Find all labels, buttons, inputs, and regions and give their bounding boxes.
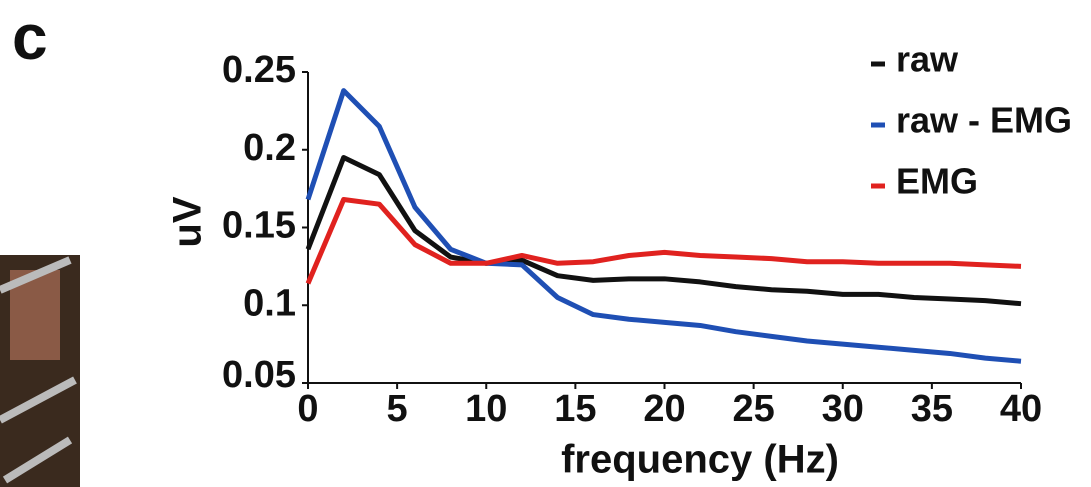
line (305, 155, 1022, 307)
legend-label: raw - EMG (896, 100, 1072, 141)
x-tick-label: 15 (554, 388, 596, 430)
x-tick-label: 25 (732, 388, 774, 430)
y-tick-label: 0.2 (243, 127, 296, 169)
y-tick-label: 0.15 (222, 205, 296, 247)
y-tick-label: 0.25 (222, 49, 296, 91)
x-tick-label: 0 (297, 388, 318, 430)
line (305, 88, 1022, 364)
y-tick-label: 0.1 (243, 282, 296, 324)
x-tick-label: 40 (1000, 388, 1042, 430)
x-tick-label: 20 (643, 388, 685, 430)
y-tick-label: 0.05 (222, 354, 296, 396)
photo-detail (0, 256, 77, 484)
line (305, 197, 1022, 285)
legend-label: EMG (896, 161, 978, 202)
x-tick-label: 30 (822, 388, 864, 430)
panel-label: c (12, 1, 48, 73)
x-tick-label: 10 (465, 388, 507, 430)
legend-label: raw (896, 39, 959, 80)
x-tick-label: 5 (387, 388, 408, 430)
x-axis-label: frequency (Hz) (561, 438, 839, 482)
y-axis-label: uV (166, 196, 210, 247)
x-tick-label: 35 (911, 388, 953, 430)
